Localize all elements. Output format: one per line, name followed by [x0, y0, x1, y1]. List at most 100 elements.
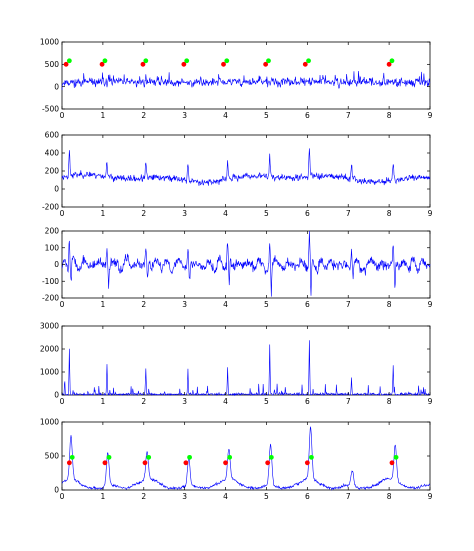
x-tick-label: 6	[305, 492, 310, 501]
subplot-3: 0 1 2 3 4 5 6 7 8 9 -200 -100 0 100 200	[42, 227, 433, 309]
red-marker	[263, 61, 269, 67]
x-tick-label: 0	[60, 492, 65, 501]
red-marker	[140, 61, 146, 67]
axes-frame	[61, 421, 431, 491]
red-marker	[66, 460, 72, 466]
y-tick-label: -500	[42, 105, 59, 114]
x-tick-label: 8	[387, 111, 392, 120]
axes-frame	[61, 41, 431, 110]
red-marker	[265, 460, 271, 466]
x-tick-label: 4	[223, 209, 228, 218]
x-tick-label: 9	[428, 111, 433, 120]
x-tick-label: 0	[60, 397, 65, 406]
x-tick-label: 3	[182, 300, 187, 309]
y-tick-label: 1000	[40, 368, 59, 377]
red-marker	[221, 61, 226, 67]
x-tick-label: 5	[264, 111, 269, 120]
y-tick-label: 0	[54, 391, 59, 400]
y-tick-label: 2000	[40, 345, 59, 354]
y-tick-label: -200	[42, 203, 59, 212]
red-marker	[386, 61, 392, 67]
green-marker	[393, 454, 399, 460]
y-tick-label: 3000	[40, 322, 59, 331]
x-tick-label: 5	[264, 209, 269, 218]
x-tick-label: 2	[141, 111, 146, 120]
red-marker	[63, 61, 69, 67]
green-marker	[143, 58, 149, 64]
red-marker	[142, 460, 148, 466]
x-tick-label: 1	[100, 492, 105, 501]
red-marker	[223, 460, 228, 466]
red-marker	[181, 61, 187, 67]
x-tick-label: 8	[387, 397, 392, 406]
y-tick-label: 1000	[40, 418, 59, 427]
green-marker	[187, 454, 192, 460]
y-tick-label: 600	[45, 131, 60, 140]
green-marker	[66, 58, 72, 64]
x-tick-label: 9	[428, 300, 433, 309]
red-marker	[389, 460, 395, 466]
green-marker	[69, 454, 75, 460]
y-tick-label: 0	[54, 82, 59, 91]
signal-line	[61, 340, 431, 397]
x-tick-label: 8	[387, 492, 392, 501]
x-tick-label: 7	[346, 209, 351, 218]
green-marker	[184, 58, 190, 64]
x-tick-label: 7	[346, 300, 351, 309]
x-tick-label: 4	[223, 397, 228, 406]
green-marker	[106, 454, 112, 460]
green-marker	[146, 454, 152, 460]
y-tick-label: 500	[45, 60, 60, 69]
x-tick-label: 2	[141, 300, 146, 309]
x-tick-label: 7	[346, 397, 351, 406]
subplot-4: 0 1 2 3 4 5 6 7 8 9 0 1000 2000 3000	[40, 322, 433, 406]
red-marker	[302, 61, 308, 67]
x-tick-label: 3	[182, 492, 187, 501]
x-tick-label: 3	[182, 111, 187, 120]
y-tick-label: -200	[42, 294, 59, 303]
y-tick-label: 500	[45, 452, 60, 461]
x-tick-label: 0	[60, 209, 65, 218]
green-marker	[306, 58, 311, 64]
y-tick-label: 0	[54, 260, 59, 269]
x-tick-label: 4	[223, 111, 228, 120]
y-tick-label: -100	[42, 277, 59, 286]
red-marker	[304, 460, 310, 466]
signal-line	[61, 148, 431, 186]
x-tick-label: 1	[100, 300, 105, 309]
green-marker	[309, 454, 314, 460]
y-tick-label: 200	[45, 227, 60, 236]
x-tick-label: 7	[346, 492, 351, 501]
red-marker	[99, 61, 105, 67]
x-tick-label: 7	[346, 111, 351, 120]
x-tick-label: 5	[264, 300, 269, 309]
x-tick-label: 9	[428, 397, 433, 406]
red-marker	[183, 460, 189, 466]
y-tick-label: 100	[45, 243, 60, 252]
x-tick-label: 2	[141, 492, 146, 501]
subplot-5: 0 1 2 3 4 5 6 7 8 9 0 500 1000	[40, 418, 433, 501]
x-tick-label: 6	[305, 397, 310, 406]
x-tick-label: 8	[387, 209, 392, 218]
x-tick-label: 4	[223, 300, 228, 309]
green-marker	[102, 58, 108, 64]
x-tick-label: 9	[428, 492, 433, 501]
x-tick-label: 1	[100, 209, 105, 218]
x-tick-label: 6	[305, 209, 310, 218]
x-tick-label: 2	[141, 397, 146, 406]
x-tick-label: 6	[305, 111, 310, 120]
x-tick-label: 8	[387, 300, 392, 309]
green-marker	[268, 454, 274, 460]
red-marker	[102, 460, 108, 466]
green-marker	[266, 58, 271, 64]
y-tick-label: 0	[54, 486, 59, 495]
x-tick-label: 3	[182, 397, 187, 406]
axes-frame	[61, 134, 431, 208]
x-tick-label: 4	[223, 492, 228, 501]
y-tick-label: 400	[45, 149, 60, 158]
axes-frame	[61, 325, 431, 396]
x-tick-label: 5	[264, 397, 269, 406]
